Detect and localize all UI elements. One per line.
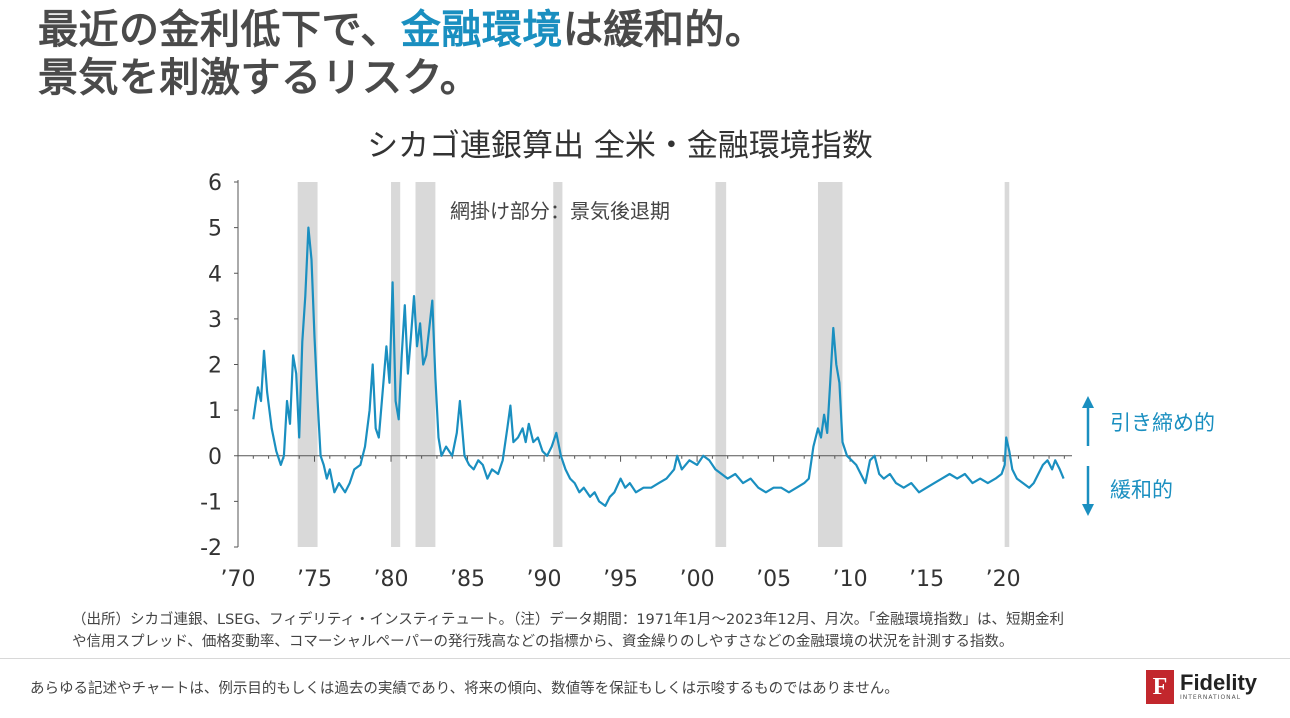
easing-label: 緩和的 [1110,478,1173,502]
y-tick-label: 6 [208,171,222,196]
headline-line1-post: は緩和的。 [562,7,766,53]
logo-mark-icon: F [1146,670,1174,704]
tightening-label: 引き締め的 [1110,411,1215,435]
x-tick-label: ’70 [221,567,256,592]
y-tick-label: -2 [200,536,222,561]
x-tick-label: ’75 [297,567,332,592]
y-tick-label: 0 [208,445,222,470]
fidelity-logo: F Fidelity INTERNATIONAL [1146,670,1257,704]
y-tick-label: 2 [208,354,222,379]
logo-sub: INTERNATIONAL [1180,694,1242,701]
x-tick-label: ’00 [680,567,715,592]
divider [0,658,1290,659]
x-tick-label: ’20 [986,567,1021,592]
chart: 6 5 4 3 2 1 0 -1 -2 ’70 ’75 ’80 ’85 ’90 ’95 ’00 ’05 ’10 ’1… [200,171,1215,592]
chart-title: シカゴ連銀算出 全米・金融環境指数 [367,128,873,164]
footnote: （出所）シカゴ連銀、LSEG、フィデリティ・インスティテュート。（注）データ期間… [72,609,1064,653]
headline-accent: 金融環境 [400,7,563,53]
logo-text: Fidelity INTERNATIONAL [1180,672,1257,702]
series-line [252,226,1065,507]
x-tick-label: ’95 [603,567,638,592]
x-tick-label: ’80 [374,567,409,592]
headline: 最近の金利低下で、金融環境は緩和的。 景気を刺激するリスク。 [38,6,765,102]
footnote-line2: や信用スプレッド、価格変動率、コマーシャルペーパーの発行残高などの指標から、資金… [72,634,1014,650]
y-tick-label: 4 [208,262,222,287]
y-tick-label: 5 [208,217,222,242]
x-tick-label: ’85 [450,567,485,592]
y-tick-label: -1 [200,490,222,515]
recession-band [715,182,727,547]
x-tick-label: ’15 [909,567,944,592]
headline-line1-pre: 最近の金利低下で、 [38,7,401,53]
x-tick-label: ’10 [833,567,868,592]
disclaimer: あらゆる記述やチャートは、例示目的もしくは過去の実績であり、将来の傾向、数値等を… [30,681,899,697]
headline-line1: 最近の金利低下で、金融環境は緩和的。 [38,6,765,54]
tightening-arrow-head-icon [1082,396,1094,408]
recession-band [1004,182,1010,547]
x-tick-label: ’90 [527,567,562,592]
recession-annotation: 網掛け部分：景気後退期 [450,199,670,223]
easing-arrow-head-icon [1082,504,1094,516]
recession-band [553,182,563,547]
footnote-line1: （出所）シカゴ連銀、LSEG、フィデリティ・インスティテュート。（注）データ期間… [72,612,1065,628]
recession-band [415,182,436,547]
x-tick-label: ’05 [756,567,791,592]
headline-line2: 景気を刺激するリスク。 [38,55,481,101]
y-tick-label: 1 [208,399,222,424]
y-tick-label: 3 [208,308,222,333]
logo-name: Fidelity [1180,670,1258,695]
